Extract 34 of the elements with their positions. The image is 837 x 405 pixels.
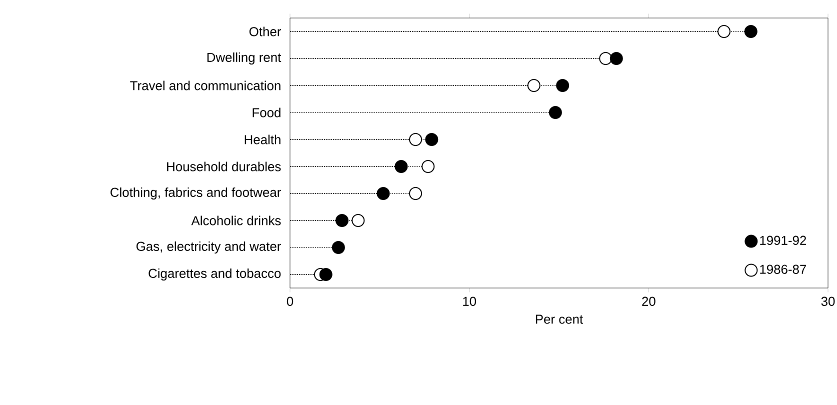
legend-label: 1986-87 — [760, 264, 806, 274]
x-axis-title: Per cent — [536, 314, 584, 324]
point — [425, 133, 438, 146]
x-tick-label: 30 — [821, 296, 835, 306]
point — [409, 187, 422, 200]
point — [409, 133, 422, 146]
y-tick-label: Clothing, fabrics and footwear — [110, 187, 281, 200]
point — [394, 160, 408, 174]
point — [336, 214, 349, 228]
point — [319, 268, 332, 282]
point — [599, 52, 612, 65]
x-tick-label: 20 — [642, 296, 656, 306]
y-tick-label: Gas, electricity and water — [136, 241, 281, 254]
point — [352, 214, 365, 228]
point — [422, 160, 435, 174]
point — [527, 79, 540, 92]
x-tick-label: 10 — [463, 296, 476, 306]
y-tick-label: Travel and communication — [130, 80, 280, 90]
point — [556, 79, 570, 92]
point — [548, 106, 562, 119]
y-tick-label: Dwelling rent — [207, 52, 282, 65]
y-tick-label: Alcoholic drinks — [191, 216, 281, 226]
y-tick-label: Health — [244, 134, 280, 144]
point — [744, 25, 758, 38]
point — [332, 241, 345, 254]
x-tick-label: 0 — [286, 296, 294, 306]
y-tick-label: Household durables — [167, 162, 281, 172]
point — [376, 187, 390, 200]
y-tick-label: Cigarettes and tobacco — [148, 268, 281, 281]
y-tick-label: Other — [249, 26, 282, 36]
legend-label: 1991-92 — [760, 236, 806, 245]
point — [610, 52, 623, 65]
point — [717, 25, 730, 38]
y-tick-label: Food — [252, 108, 280, 118]
